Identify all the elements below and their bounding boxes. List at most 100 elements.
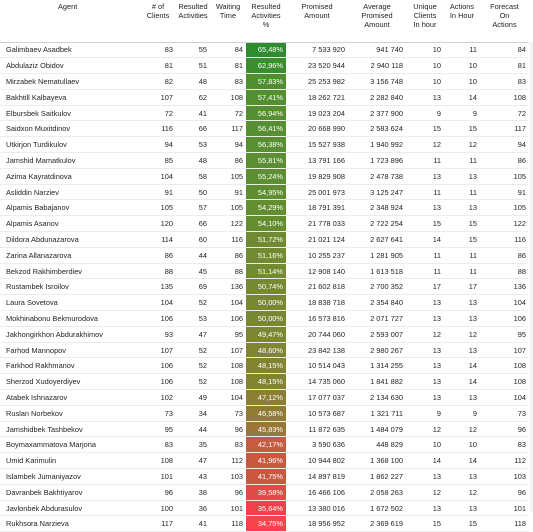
cell-average-promised-amount: 1 314 255 <box>348 357 406 375</box>
table-row[interactable]: Sherzod Xudoyerdiyev 106 52 108 48,15% 14 735… <box>0 373 529 391</box>
cell-agent: Farkhod Rakhmanov <box>0 357 140 375</box>
table-row[interactable]: Umid Karimulin 108 47 112 41,96% 10 944 802 1 … <box>0 452 529 470</box>
cell-waiting-time: 105 <box>210 199 246 217</box>
table-row[interactable]: Farkhod Rakhmanov 106 52 108 48,15% 10 514 04… <box>0 357 529 375</box>
cell-forecast-on-actions: 86 <box>480 247 529 264</box>
cell-resulted-activities: 66 <box>176 215 210 233</box>
cell-unique-clients-in-hour: 17 <box>406 278 444 296</box>
table-row[interactable]: Atabek Ishnazarov 102 49 104 47,12% 17 077 03… <box>0 389 529 406</box>
cell-resulted-activities: 48 <box>176 152 210 169</box>
vertical-scrollbar[interactable] <box>530 42 533 512</box>
table-row[interactable]: Mokhinabonu Bekmurodova 106 53 106 50,00% 16 … <box>0 310 529 327</box>
table-row[interactable]: Abdulaziz Obidov 81 51 81 62,96% 23 520 944 2 … <box>0 57 529 75</box>
cell-average-promised-amount: 2 980 267 <box>348 342 406 359</box>
table-row[interactable]: Jamshid Mamatkulov 85 48 86 55,81% 13 791 166… <box>0 152 529 169</box>
cell-clients: 116 <box>140 120 176 138</box>
table-row[interactable]: Mirzabek Nematullaev 82 48 83 57,83% 25 253 9… <box>0 73 529 90</box>
cell-actions-in-hour: 12 <box>444 326 480 343</box>
cell-forecast-on-actions: 83 <box>480 436 529 454</box>
table-row[interactable]: Davranbek Bakhtiyarov 96 38 96 39,58% 16 466 … <box>0 484 529 501</box>
table-row[interactable]: Islambek Jumaniyazov 101 43 103 41,75% 14 897… <box>0 468 529 485</box>
cell-actions-in-hour: 15 <box>444 215 480 233</box>
table-row[interactable]: Zarina Allanazarova 86 44 86 51,16% 10 255 23… <box>0 247 529 264</box>
table-row[interactable]: Farhod Mannopov 107 52 107 48,60% 23 842 138 2… <box>0 342 529 359</box>
cell-resulted-activities-pct: 48,60% <box>246 342 286 359</box>
cell-unique-clients-in-hour: 13 <box>406 389 444 406</box>
column-header-resulted-activities-pct[interactable]: Resulted Activities% <box>246 0 286 43</box>
table-row[interactable]: Alpamis Asanov 120 66 122 54,10% 21 778 033 2 … <box>0 215 529 233</box>
cell-resulted-activities: 48 <box>176 73 210 90</box>
cell-forecast-on-actions: 105 <box>480 199 529 217</box>
table-row[interactable]: Javlonbek Abdurasulov 100 36 101 35,64% 13 38… <box>0 500 529 517</box>
cell-forecast-on-actions: 81 <box>480 57 529 75</box>
column-header-actions-in-hour[interactable]: Actions In Hour <box>444 0 480 43</box>
table-row[interactable]: Laura Sovetova 104 52 104 50,00% 18 838 718 2 … <box>0 294 529 312</box>
cell-resulted-activities: 60 <box>176 231 210 248</box>
table-row[interactable]: Bakhtill Kalbayeva 107 62 108 57,41% 18 262 7… <box>0 89 529 106</box>
cell-agent: Jamshid Mamatkulov <box>0 152 140 169</box>
cell-waiting-time: 107 <box>210 342 246 359</box>
cell-resulted-activities: 52 <box>176 373 210 391</box>
cell-waiting-time: 96 <box>210 421 246 438</box>
table-row[interactable]: Dildora Abdunazarova 114 60 116 51,72% 21 021… <box>0 231 529 248</box>
table-row[interactable]: Elbursbek Saitkulov 72 41 72 56,94% 19 023 20… <box>0 105 529 122</box>
cell-clients: 100 <box>140 500 176 517</box>
table-row[interactable]: Rustambek Isroilov 135 69 136 50,74% 21 602 8… <box>0 278 529 296</box>
cell-promised-amount: 25 253 982 <box>286 73 348 90</box>
table-row[interactable]: Boymaxammatova Marjona 83 35 83 42,17% 3 590 … <box>0 436 529 454</box>
column-header-unique-clients-in-hour[interactable]: Unique Clients In hour <box>406 0 444 43</box>
table-row[interactable]: Alpamis Babajanov 105 57 105 54,29% 18 791 39… <box>0 199 529 217</box>
cell-waiting-time: 86 <box>210 152 246 169</box>
cell-resulted-activities-pct: 41,96% <box>246 452 286 470</box>
cell-waiting-time: 106 <box>210 310 246 327</box>
cell-actions-in-hour: 13 <box>444 342 480 359</box>
cell-agent: Sherzod Xudoyerdiyev <box>0 373 140 391</box>
column-header-resulted-activities[interactable]: Resulted Activities <box>176 0 210 43</box>
cell-resulted-activities-pct: 48,15% <box>246 357 286 375</box>
cell-promised-amount: 18 956 952 <box>286 515 348 532</box>
cell-actions-in-hour: 13 <box>444 389 480 406</box>
cell-average-promised-amount: 2 583 624 <box>348 120 406 138</box>
cell-average-promised-amount: 3 125 247 <box>348 184 406 201</box>
table-row[interactable]: Jamshidbek Tashbekov 95 44 96 45,83% 11 872 6… <box>0 421 529 438</box>
cell-resulted-activities-pct: 56,94% <box>246 105 286 122</box>
column-header-waiting-time[interactable]: Waiting Time <box>210 0 246 43</box>
cell-forecast-on-actions: 84 <box>480 42 529 59</box>
cell-resulted-activities-pct: 54,95% <box>246 184 286 201</box>
cell-forecast-on-actions: 96 <box>480 484 529 501</box>
column-header-agent[interactable]: Agent <box>0 0 140 43</box>
cell-clients: 82 <box>140 73 176 90</box>
table-row[interactable]: Utkirjon Turdikulov 94 53 94 56,38% 15 527 93… <box>0 136 529 154</box>
cell-agent: Galimbaev Asadbek <box>0 42 140 59</box>
cell-unique-clients-in-hour: 9 <box>406 405 444 422</box>
cell-resulted-activities: 62 <box>176 89 210 106</box>
cell-clients: 106 <box>140 310 176 327</box>
column-header-clients[interactable]: # of Clients <box>140 0 176 43</box>
table-row[interactable]: Saidxon Muxitdinov 116 66 117 56,41% 20 668 9… <box>0 120 529 138</box>
cell-forecast-on-actions: 108 <box>480 357 529 375</box>
table-row[interactable]: Bekzod Rakhimberdiev 88 45 88 51,14% 12 908 1… <box>0 263 529 280</box>
table-row[interactable]: Azima Kayratdinova 104 58 105 55,24% 19 829 9… <box>0 168 529 185</box>
cell-clients: 81 <box>140 57 176 75</box>
column-header-forecast-on-actions[interactable]: Forecast On Actions <box>480 0 529 43</box>
cell-actions-in-hour: 15 <box>444 515 480 532</box>
cell-waiting-time: 72 <box>210 105 246 122</box>
cell-actions-in-hour: 11 <box>444 263 480 280</box>
table-row[interactable]: Rukhsora Narzieva 117 41 118 34,75% 18 956 95… <box>0 515 529 532</box>
cell-forecast-on-actions: 86 <box>480 152 529 169</box>
cell-waiting-time: 91 <box>210 184 246 201</box>
table-row[interactable]: Ruslan Norbekov 73 34 73 46,58% 10 573 687 1 3… <box>0 405 529 422</box>
column-header-average-promised-amount[interactable]: Average Promised Amount <box>348 0 406 43</box>
cell-agent: Rustambek Isroilov <box>0 278 140 296</box>
cell-promised-amount: 3 590 636 <box>286 436 348 454</box>
cell-waiting-time: 83 <box>210 73 246 90</box>
cell-forecast-on-actions: 101 <box>480 500 529 517</box>
cell-clients: 94 <box>140 136 176 154</box>
table-row[interactable]: Jakhongirkhon Abdurakhimov 93 47 95 49,47% 20… <box>0 326 529 343</box>
cell-average-promised-amount: 2 348 924 <box>348 199 406 217</box>
cell-actions-in-hour: 13 <box>444 294 480 312</box>
table-row[interactable]: Asliddin Narziev 91 50 91 54,95% 25 001 973 3 … <box>0 184 529 201</box>
table-row[interactable]: Galimbaev Asadbek 83 55 84 65,48% 7 533 920 94… <box>0 42 529 59</box>
column-header-promised-amount[interactable]: Promised Amount <box>286 0 348 43</box>
cell-forecast-on-actions: 112 <box>480 452 529 470</box>
